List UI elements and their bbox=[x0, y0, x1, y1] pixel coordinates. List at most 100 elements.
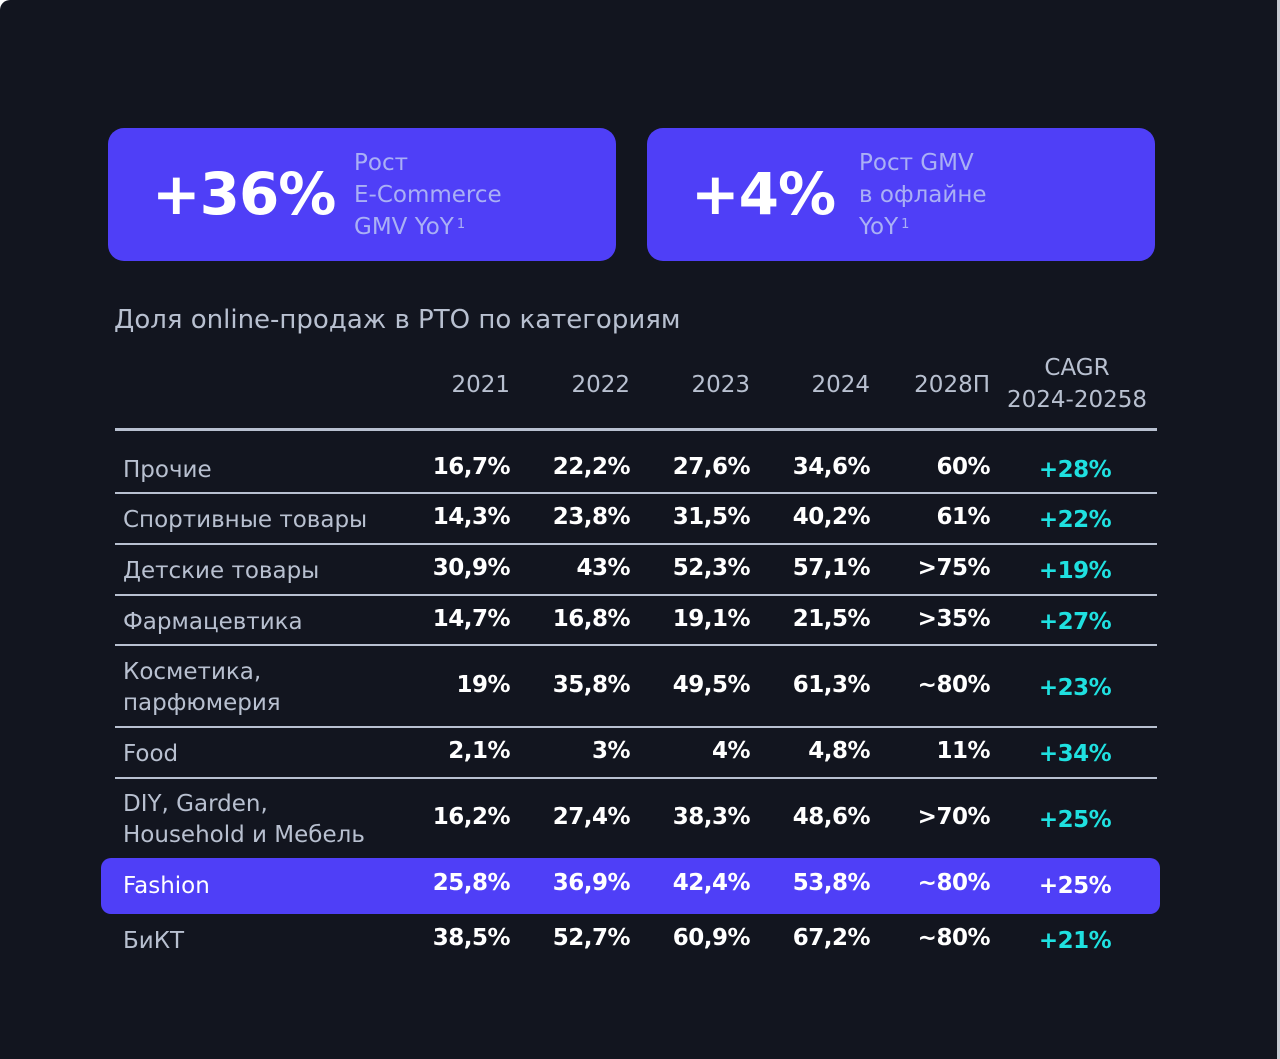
cell-2023: 49,5% bbox=[672, 672, 751, 698]
cell-2023: 52,3% bbox=[672, 555, 751, 581]
category-label: Fashion bbox=[123, 871, 210, 902]
cell-2024: 21,5% bbox=[792, 606, 871, 632]
cell-2024: 57,1% bbox=[792, 555, 871, 581]
cell-2021: 16,2% bbox=[432, 804, 511, 830]
cell-2022: 52,7% bbox=[552, 925, 631, 951]
row-divider bbox=[115, 594, 1157, 596]
category-label: Спортивные товары bbox=[123, 505, 367, 536]
cell-2022: 3% bbox=[591, 738, 631, 764]
cell-2024: 4,8% bbox=[808, 738, 870, 764]
cell-2021: 2,1% bbox=[448, 738, 510, 764]
kpi-desc-line: GMV YoY bbox=[354, 214, 454, 240]
kpi-desc-line: Рост bbox=[354, 150, 408, 176]
cell-2024: 67,2% bbox=[792, 925, 871, 951]
category-label-line: Food bbox=[123, 741, 179, 767]
table-row: Косметика, парфюмерия 19% 35,8% 49,5% 61,3% ~8… bbox=[115, 650, 1157, 728]
category-label-line: DIY, Garden, bbox=[123, 791, 268, 817]
table-row: Детские товары 30,9% 43% 52,3% 57,1% >75% +19% bbox=[115, 549, 1157, 596]
cell-2021: 19% bbox=[456, 672, 510, 698]
row-divider bbox=[115, 644, 1157, 646]
cell-2023: 4% bbox=[711, 738, 751, 764]
footnote-marker: 1 bbox=[456, 217, 466, 232]
category-label-line: БиКТ bbox=[123, 928, 185, 954]
category-label-line: Детские товары bbox=[123, 558, 320, 584]
cell-cagr: +21% bbox=[1038, 928, 1112, 954]
cell-2024: 34,6% bbox=[792, 454, 871, 480]
kpi-desc-line: YoY bbox=[859, 214, 899, 240]
category-label-line: Косметика, bbox=[123, 659, 262, 685]
cell-2021: 14,7% bbox=[432, 606, 511, 632]
kpi-value: +4% bbox=[691, 160, 836, 228]
column-header-2023: 2023 bbox=[691, 372, 750, 398]
cell-2023: 38,3% bbox=[672, 804, 751, 830]
cell-2023: 19,1% bbox=[672, 606, 751, 632]
cell-2021: 16,7% bbox=[432, 454, 511, 480]
cell-2021: 38,5% bbox=[432, 925, 511, 951]
cell-2022: 35,8% bbox=[552, 672, 631, 698]
category-label-line: парфюмерия bbox=[123, 690, 281, 716]
table-row: Food 2,1% 3% 4% 4,8% 11% +34% bbox=[115, 732, 1157, 779]
category-label: Прочие bbox=[123, 455, 212, 486]
cell-2022: 16,8% bbox=[552, 606, 631, 632]
cell-2028П: >35% bbox=[917, 606, 991, 632]
kpi-card-ecommerce-gmv: +36% Рост E-Commerce GMV YoY 1 bbox=[108, 128, 616, 261]
category-label: DIY, Garden, Household и Мебель bbox=[123, 789, 365, 851]
cell-2022: 22,2% bbox=[552, 454, 631, 480]
header-divider bbox=[115, 428, 1157, 431]
cell-2023: 42,4% bbox=[672, 870, 751, 896]
cell-cagr: +27% bbox=[1038, 609, 1112, 635]
cell-cagr: +28% bbox=[1038, 457, 1112, 483]
category-label-line: Фармацевтика bbox=[123, 609, 303, 635]
cell-2028П: >75% bbox=[917, 555, 991, 581]
kpi-description: Рост E-Commerce GMV YoY 1 bbox=[354, 147, 502, 243]
column-header-2028-forecast: 2028П bbox=[914, 372, 990, 398]
category-label: Детские товары bbox=[123, 556, 319, 587]
cell-2028П: 60% bbox=[936, 454, 990, 480]
cell-2024: 48,6% bbox=[792, 804, 871, 830]
row-divider bbox=[115, 492, 1157, 494]
row-divider bbox=[115, 777, 1157, 779]
table-row: Прочие 16,7% 22,2% 27,6% 34,6% 60% +28% bbox=[115, 448, 1157, 494]
kpi-desc-line: Рост GMV bbox=[859, 150, 974, 176]
category-label-line: Household и Мебель bbox=[123, 822, 365, 848]
kpi-desc-line: E-Commerce bbox=[354, 182, 502, 208]
cell-2021: 25,8% bbox=[432, 870, 511, 896]
cell-2028П: ~80% bbox=[917, 925, 991, 951]
category-label-line: Fashion bbox=[123, 873, 210, 899]
cell-2022: 23,8% bbox=[552, 504, 631, 530]
cagr-header-line: CAGR bbox=[1044, 355, 1110, 381]
footnote-marker: 1 bbox=[901, 217, 910, 232]
category-label: Фармацевтика bbox=[123, 607, 303, 638]
cell-2028П: ~80% bbox=[917, 672, 991, 698]
cell-2028П: ~80% bbox=[917, 870, 991, 896]
cell-cagr: +25% bbox=[1038, 873, 1112, 899]
kpi-description: Рост GMV в офлайне YoY 1 bbox=[859, 147, 987, 243]
category-label: Food bbox=[123, 739, 178, 770]
category-label: Косметика, парфюмерия bbox=[123, 657, 281, 719]
highlight-row-background bbox=[101, 858, 1160, 914]
cell-cagr: +19% bbox=[1038, 558, 1112, 584]
row-divider bbox=[115, 543, 1157, 545]
cell-2023: 27,6% bbox=[672, 454, 751, 480]
cell-cagr: +25% bbox=[1038, 807, 1112, 833]
kpi-desc-line: в офлайне bbox=[859, 182, 987, 208]
table-row: Фармацевтика 14,7% 16,8% 19,1% 21,5% >35% +27% bbox=[115, 600, 1157, 646]
kpi-card-offline-gmv: +4% Рост GMV в офлайне YoY 1 bbox=[647, 128, 1155, 261]
table-row: Спортивные товары 14,3% 23,8% 31,5% 40,2% 61%… bbox=[115, 498, 1157, 545]
cell-2024: 40,2% bbox=[792, 504, 871, 530]
table-row: DIY, Garden, Household и Мебель 16,2% 27,4%… bbox=[115, 783, 1157, 857]
cell-cagr: +23% bbox=[1038, 675, 1112, 701]
cell-2021: 14,3% bbox=[432, 504, 511, 530]
table-row: БиКТ 38,5% 52,7% 60,9% 67,2% ~80% +21% bbox=[115, 916, 1157, 966]
category-label-line: Прочие bbox=[123, 457, 212, 483]
cell-2021: 30,9% bbox=[432, 555, 511, 581]
category-label: БиКТ bbox=[123, 926, 184, 957]
cell-cagr: +34% bbox=[1038, 741, 1112, 767]
column-header-2024: 2024 bbox=[811, 372, 870, 398]
table-row: Fashion 25,8% 36,9% 42,4% 53,8% ~80% +25% bbox=[115, 858, 1157, 914]
cell-cagr: +22% bbox=[1038, 507, 1112, 533]
table-title: Доля online-продаж в РТО по категориям bbox=[114, 305, 681, 335]
cell-2022: 27,4% bbox=[552, 804, 631, 830]
cell-2028П: >70% bbox=[917, 804, 991, 830]
